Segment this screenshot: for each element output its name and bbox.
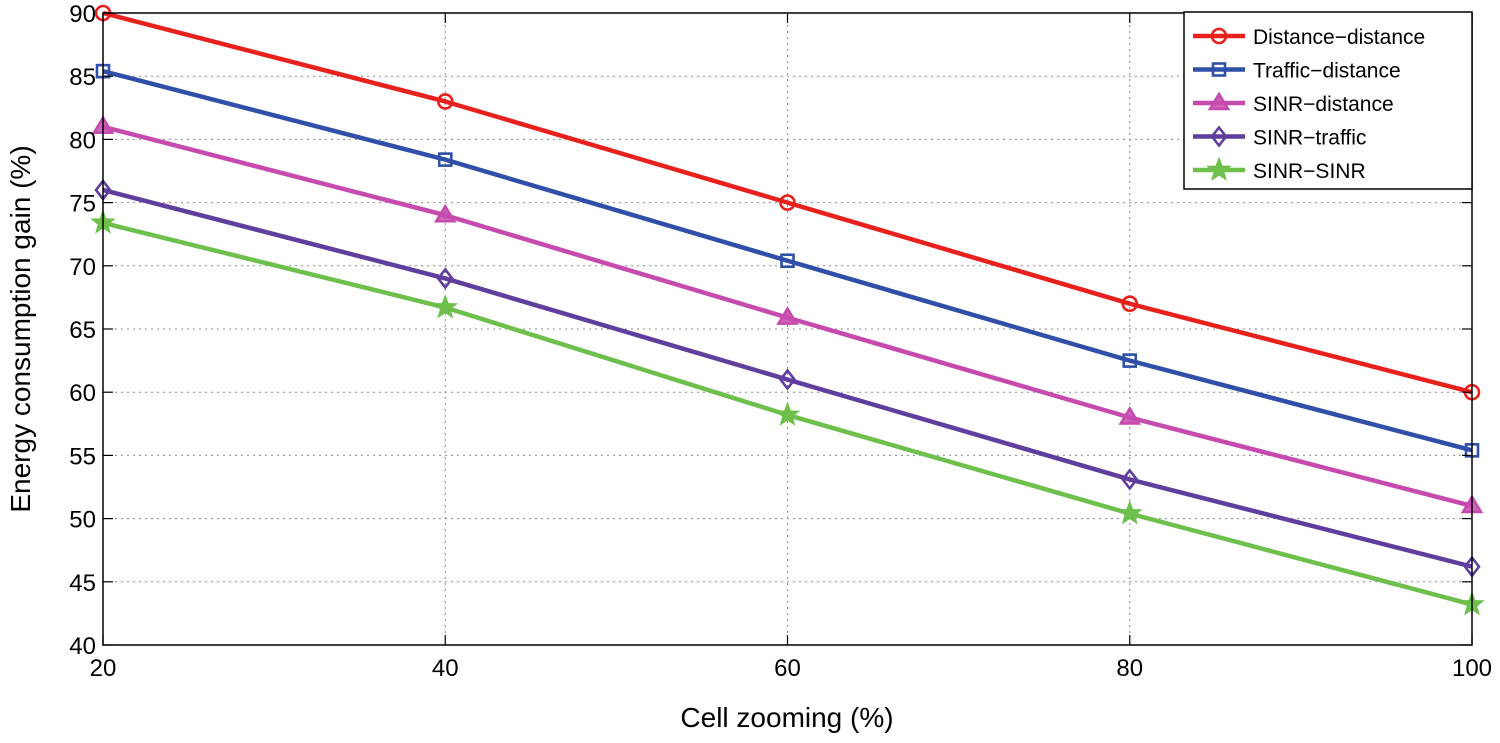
y-tick-label: 55 xyxy=(69,443,96,470)
y-tick-label: 80 xyxy=(69,127,96,154)
legend-label: Distance−distance xyxy=(1253,26,1425,49)
data-point xyxy=(1118,405,1142,425)
data-point xyxy=(776,306,799,325)
x-tick-label: 80 xyxy=(1116,655,1143,682)
y-axis-label: Energy consumption gain (%) xyxy=(5,145,36,512)
series-line xyxy=(102,68,1473,453)
legend-item: SINR−traffic xyxy=(1193,125,1366,150)
series-3 xyxy=(94,178,1481,578)
y-tick-label: 60 xyxy=(69,380,96,407)
data-point xyxy=(432,294,459,319)
data-point xyxy=(1121,468,1139,491)
legend-item: SINR−SINR xyxy=(1193,156,1366,183)
data-point xyxy=(433,203,457,223)
data-point xyxy=(778,368,797,391)
legend-item: SINR−distance xyxy=(1193,91,1394,116)
y-tick-label: 70 xyxy=(69,254,96,281)
y-tick-label: 85 xyxy=(69,64,96,91)
legend-marker xyxy=(1211,62,1227,77)
y-tick-label: 75 xyxy=(69,191,96,218)
legend-marker xyxy=(1207,91,1231,111)
legend-marker xyxy=(1210,27,1228,45)
data-point xyxy=(780,253,795,269)
x-tick-label: 20 xyxy=(90,655,117,682)
legend-label: Traffic−distance xyxy=(1253,60,1401,83)
series-lines xyxy=(90,4,1485,616)
data-point xyxy=(779,194,796,211)
legend-label: SINR−traffic xyxy=(1253,127,1366,150)
legend-label: SINR−distance xyxy=(1253,93,1394,116)
series-line xyxy=(102,187,1473,569)
data-point xyxy=(436,93,454,110)
x-tick-label: 60 xyxy=(774,655,801,682)
y-tick-label: 50 xyxy=(69,507,96,534)
legend-marker xyxy=(1206,156,1232,181)
legend: Distance−distance Traffic−distance SINR−di… xyxy=(1183,11,1473,190)
series-line xyxy=(102,10,1473,395)
data-point xyxy=(1122,353,1138,368)
legend-box xyxy=(1183,11,1473,190)
y-tick-label: 90 xyxy=(69,1,96,28)
data-point xyxy=(774,401,801,426)
series-1 xyxy=(95,63,1480,458)
data-point xyxy=(437,152,453,167)
data-point xyxy=(1121,295,1139,313)
legend-item: Traffic−distance xyxy=(1193,60,1401,83)
y-tick-label: 45 xyxy=(69,570,96,597)
legend-marker xyxy=(1210,125,1228,148)
legend-label: SINR−SINR xyxy=(1253,160,1366,183)
x-axis-label: Cell zooming (%) xyxy=(680,702,893,733)
y-tick-label: 65 xyxy=(69,317,96,344)
data-point xyxy=(436,267,454,290)
legend-item: Distance−distance xyxy=(1193,26,1425,49)
data-point xyxy=(1116,500,1143,525)
y-tick-label: 40 xyxy=(69,633,96,660)
x-tick-label: 40 xyxy=(432,655,459,682)
x-tick-label: 100 xyxy=(1452,655,1492,682)
